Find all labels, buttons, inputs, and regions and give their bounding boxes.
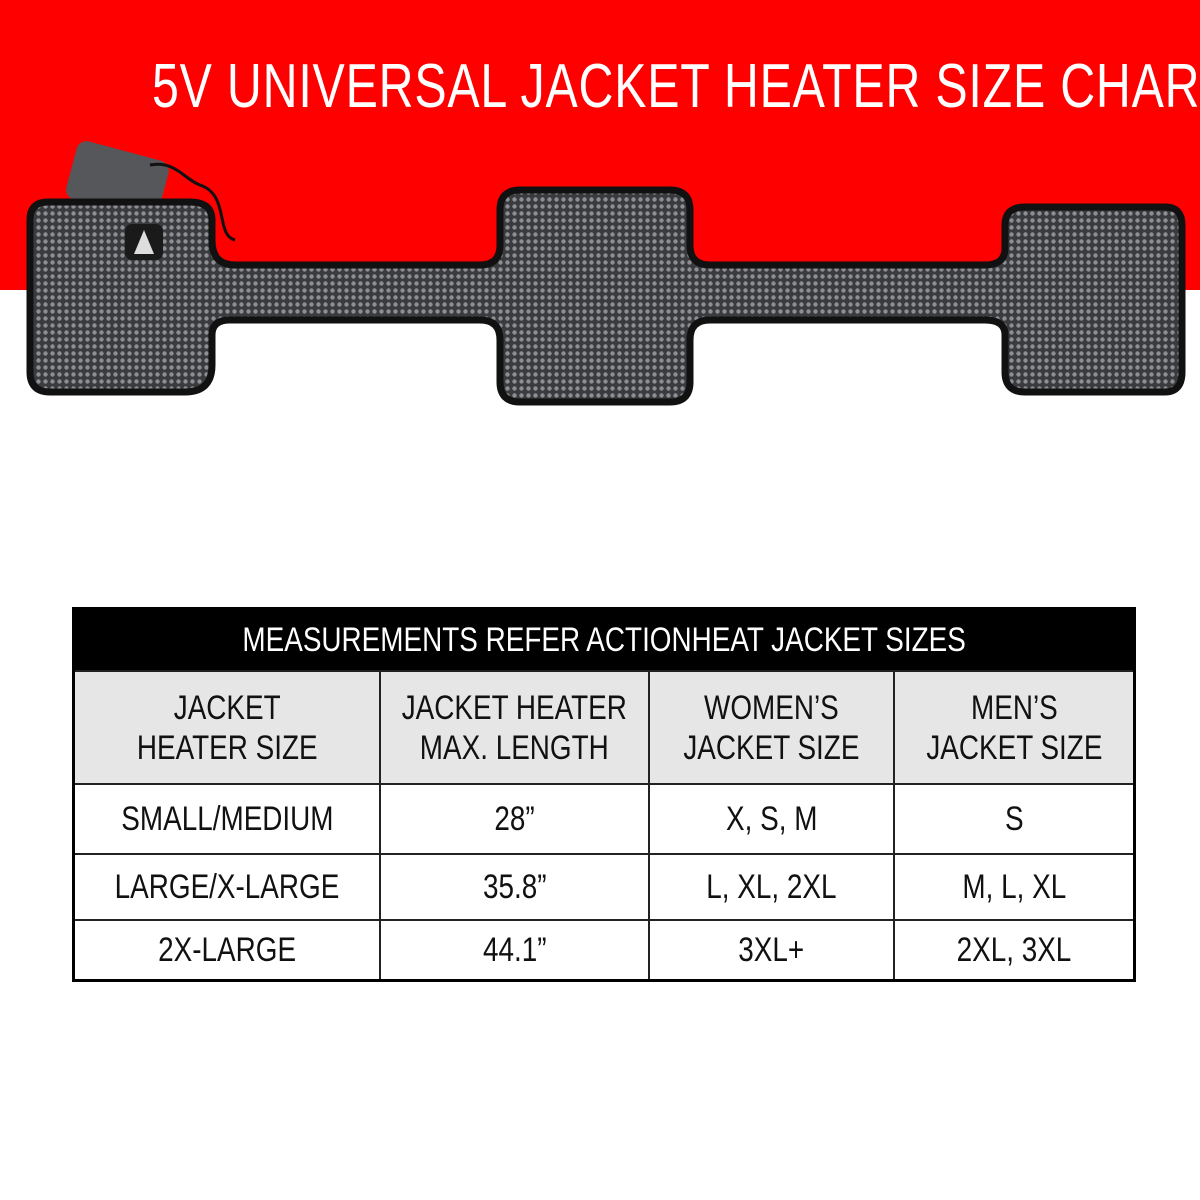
- table-cell: S: [893, 785, 1133, 853]
- table-cell: 44.1”: [379, 921, 648, 979]
- table-cell: 28”: [379, 785, 648, 853]
- actionheat-flame-logo-icon: [125, 224, 163, 260]
- table-row: SMALL/MEDIUM 28” X, S, M S: [75, 783, 1133, 853]
- column-header: JACKET HEATER MAX. LENGTH: [379, 672, 648, 783]
- table-cell: 35.8”: [379, 855, 648, 919]
- table-row: 2X-LARGE 44.1” 3XL+ 2XL, 3XL: [75, 919, 1133, 979]
- table-caption: MEASUREMENTS REFER ACTIONHEAT JACKET SIZ…: [75, 610, 1133, 670]
- size-chart-table: MEASUREMENTS REFER ACTIONHEAT JACKET SIZ…: [72, 607, 1136, 982]
- heater-pad: [26, 186, 1186, 406]
- jacket-heater-image: [26, 141, 1186, 406]
- table-cell: 2X-LARGE: [158, 931, 296, 969]
- table-cell: L, XL, 2XL: [648, 855, 893, 919]
- table-cell: 3XL+: [648, 921, 893, 979]
- column-header: WOMEN’S JACKET SIZE: [648, 672, 893, 783]
- table-cell: SMALL/MEDIUM: [120, 800, 334, 838]
- table-row: LARGE/X-LARGE 35.8” L, XL, 2XL M, L, XL: [75, 853, 1133, 919]
- table-cell: LARGE/X-LARGE: [114, 868, 340, 906]
- table-header-row: JACKET HEATER SIZE JACKET HEATER MAX. LENG…: [75, 670, 1133, 783]
- table-cell: M, L, XL: [893, 855, 1133, 919]
- column-header: MEN’S JACKET SIZE: [893, 672, 1133, 783]
- table-cell: X, S, M: [648, 785, 893, 853]
- column-header: JACKET HEATER SIZE: [75, 672, 379, 783]
- table-cell: 2XL, 3XL: [893, 921, 1133, 979]
- page-title: 5V UNIVERSAL JACKET HEATER SIZE CHART: [151, 52, 1200, 121]
